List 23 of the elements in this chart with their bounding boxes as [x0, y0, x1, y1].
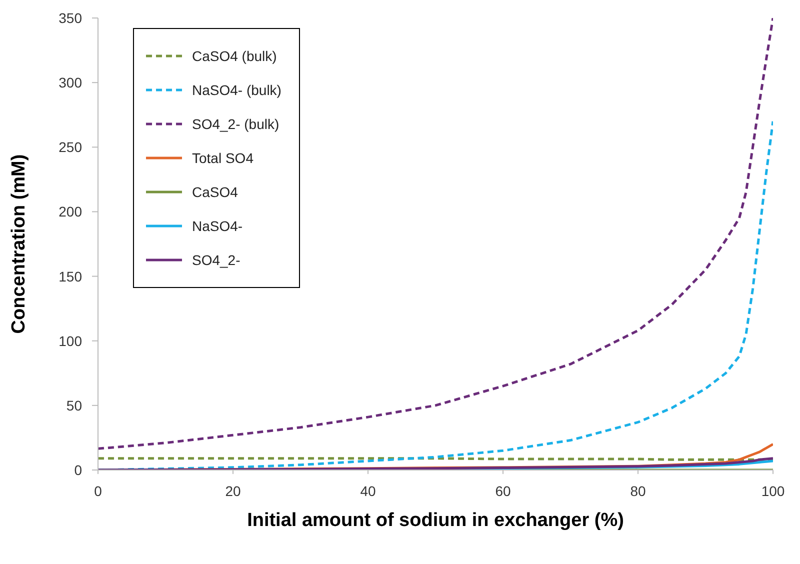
y-tick-label: 150 — [58, 268, 82, 284]
y-tick-label: 100 — [58, 332, 82, 349]
y-tick-label: 300 — [58, 74, 82, 91]
x-tick-label: 20 — [225, 482, 241, 499]
y-tick-label: 50 — [66, 397, 82, 414]
x-axis-title: Initial amount of sodium in exchanger (%) — [247, 510, 624, 531]
y-tick-label: 350 — [58, 10, 82, 26]
legend-label: CaSO4 — [192, 184, 238, 200]
legend-label: CaSO4 (bulk) — [192, 48, 277, 64]
x-tick-label: 0 — [94, 482, 102, 499]
x-tick-label: 80 — [630, 482, 646, 499]
legend-label: SO4_2- — [192, 252, 240, 268]
legend-label: NaSO4- — [192, 218, 243, 234]
y-axis-title: Concentration (mM) — [8, 154, 30, 334]
x-tick-label: 40 — [360, 482, 376, 499]
y-tick-label: 200 — [58, 204, 82, 220]
y-tick-label: 0 — [74, 462, 82, 478]
legend-label: Total SO4 — [192, 150, 254, 166]
legend-label: SO4_2- (bulk) — [192, 116, 280, 132]
x-tick-label: 100 — [761, 482, 785, 499]
y-tick-label: 250 — [58, 139, 82, 156]
legend-label: NaSO4- (bulk) — [192, 82, 282, 98]
x-tick-label: 60 — [495, 482, 511, 499]
